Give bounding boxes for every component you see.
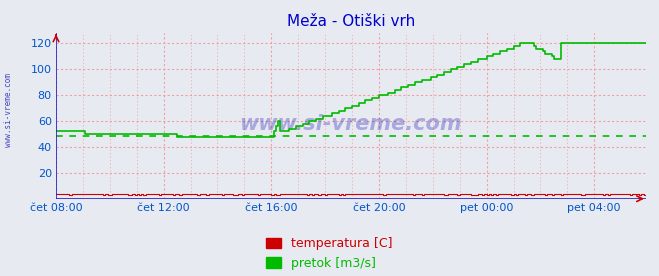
Title: Meža - Otiški vrh: Meža - Otiški vrh (287, 14, 415, 29)
Text: www.si-vreme.com: www.si-vreme.com (240, 114, 462, 134)
Legend: temperatura [C], pretok [m3/s]: temperatura [C], pretok [m3/s] (266, 238, 393, 270)
Text: www.si-vreme.com: www.si-vreme.com (4, 73, 13, 147)
